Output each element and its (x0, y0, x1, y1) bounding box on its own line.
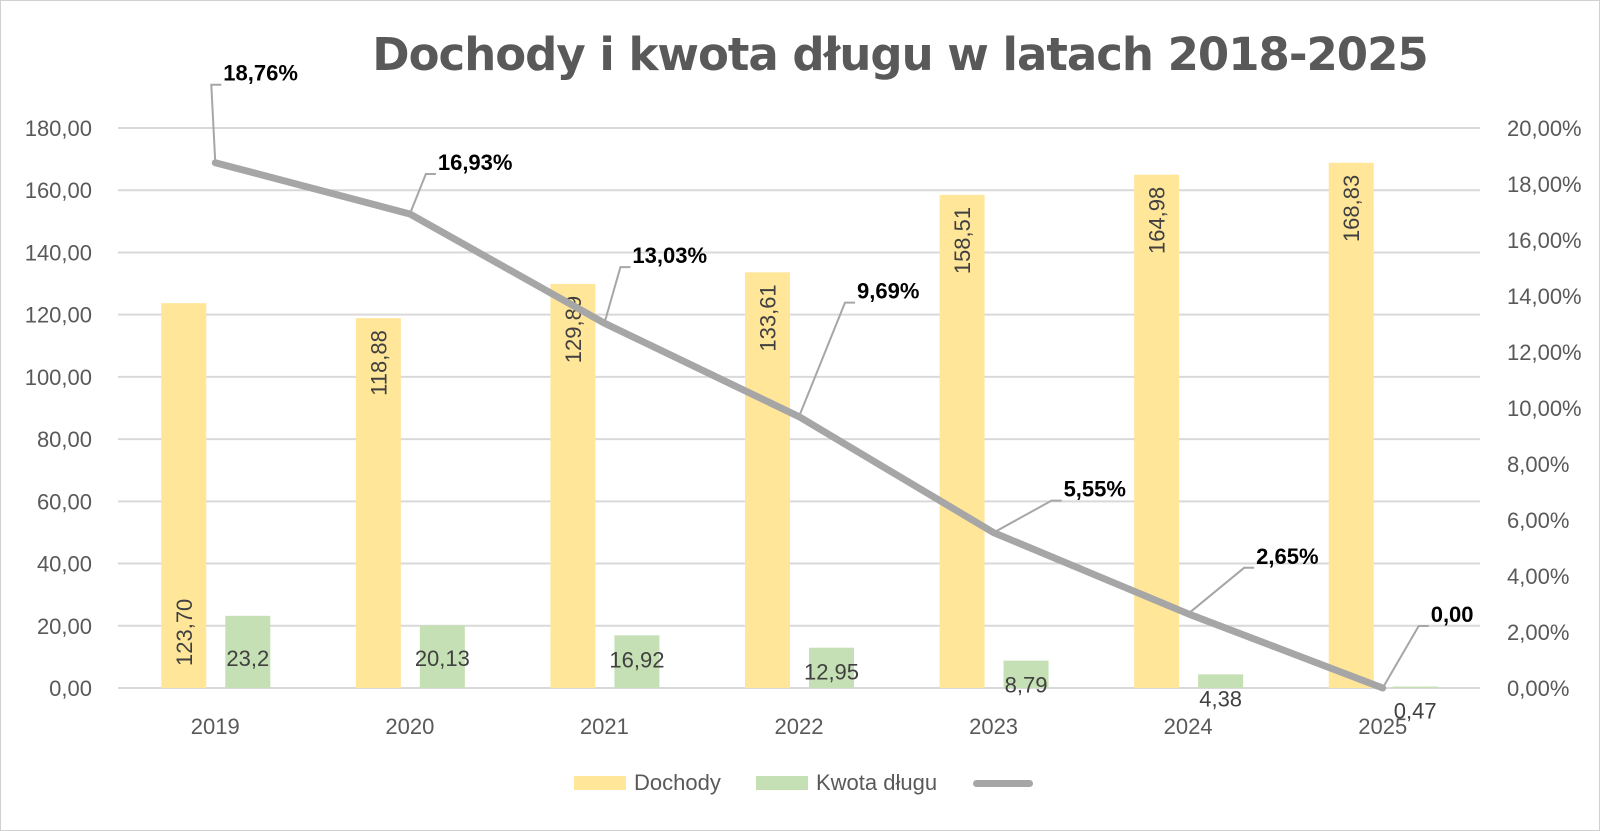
y-right-tick-label: 0,00% (1507, 676, 1569, 701)
bar-kwota-dlugu (614, 635, 660, 688)
y-right-tick-label: 12,00% (1507, 340, 1582, 365)
data-label-line: 0,00 (1431, 602, 1474, 627)
leader-line (798, 301, 855, 418)
data-label-kwota-dlugu: 23,2 (226, 646, 269, 671)
legend-item-line (973, 768, 1033, 798)
legend-item-dochody: Dochody (574, 768, 721, 798)
legend-label-kwota-dlugu: Kwota długu (816, 770, 938, 795)
legend-swatch-kwota-dlugu (756, 776, 808, 790)
data-label-line: 5,55% (1064, 477, 1126, 502)
data-label-kwota-dlugu: 12,95 (804, 660, 859, 685)
x-tick-label: 2020 (385, 714, 434, 739)
data-label-dochody: 118,88 (366, 330, 391, 396)
leader-line (1381, 625, 1429, 689)
legend-swatch-dochody (574, 776, 626, 790)
data-label-dochody: 123,70 (172, 599, 197, 666)
data-label-line: 2,65% (1256, 544, 1318, 569)
data-label-kwota-dlugu: 20,13 (415, 646, 470, 671)
y-left-tick-label: 100,00 (25, 365, 92, 390)
y-right-tick-label: 20,00% (1507, 116, 1582, 141)
leader-line (1187, 566, 1255, 615)
y-right-tick-label: 18,00% (1507, 172, 1582, 197)
x-tick-label: 2019 (191, 714, 240, 739)
leader-line (993, 499, 1062, 534)
y-right-tick-label: 4,00% (1507, 564, 1569, 589)
data-label-line: 9,69% (857, 279, 919, 304)
y-left-tick-label: 160,00 (25, 178, 92, 203)
bar-kwota-dlugu (1003, 660, 1049, 688)
leader-line (408, 172, 436, 215)
y-left-tick-label: 0,00 (49, 676, 92, 701)
x-tick-label: 2021 (580, 714, 629, 739)
legend-item-kwota-dlugu: Kwota długu (756, 768, 937, 798)
x-tick-label: 2024 (1164, 714, 1213, 739)
y-left-tick-label: 60,00 (37, 489, 92, 514)
bar-kwota-dlugu (809, 647, 854, 688)
bar-dochody (939, 194, 985, 688)
data-label-kwota-dlugu: 16,92 (609, 647, 664, 672)
data-label-line: 13,03% (632, 243, 707, 268)
bar-dochody (1328, 162, 1374, 689)
data-label-line: 16,93% (438, 150, 513, 175)
x-tick-label: 2022 (775, 714, 824, 739)
y-right-tick-label: 6,00% (1507, 508, 1569, 533)
y-right-tick-label: 14,00% (1507, 284, 1582, 309)
y-right-tick-label: 16,00% (1507, 228, 1582, 253)
y-left-tick-label: 180,00 (25, 116, 92, 141)
y-left-tick-label: 40,00 (37, 552, 92, 577)
y-left-tick-label: 120,00 (25, 303, 92, 328)
data-label-dochody: 164,98 (1145, 187, 1170, 254)
bar-dochody (745, 272, 790, 688)
data-label-kwota-dlugu: 4,38 (1199, 686, 1242, 711)
x-tick-label: 2025 (1358, 714, 1407, 739)
bar-kwota-dlugu (225, 615, 271, 688)
chart-legend: Dochody Kwota długu (0, 768, 1600, 798)
data-label-line: 18,76% (223, 61, 298, 86)
y-right-tick-label: 8,00% (1507, 452, 1569, 477)
bar-kwota-dlugu (1198, 674, 1244, 688)
data-label-dochody: 168,83 (1339, 175, 1364, 242)
x-tick-label: 2023 (969, 714, 1018, 739)
leader-line (210, 83, 222, 163)
bar-dochody (161, 303, 207, 688)
y-right-tick-label: 2,00% (1507, 620, 1569, 645)
y-left-tick-label: 80,00 (37, 427, 92, 452)
y-right-tick-label: 10,00% (1507, 396, 1582, 421)
chart-title: Dochody i kwota długu w latach 2018-2025 (372, 28, 1428, 81)
bar-dochody (355, 318, 401, 688)
bar-kwota-dlugu (419, 625, 465, 688)
legend-swatch-line (973, 779, 1033, 787)
data-label-kwota-dlugu: 0,47 (1394, 699, 1437, 724)
legend-label-dochody: Dochody (634, 770, 721, 795)
bar-dochody (550, 283, 596, 688)
leader-line (603, 266, 631, 324)
y-left-tick-label: 20,00 (37, 614, 92, 639)
data-label-kwota-dlugu: 8,79 (1005, 673, 1048, 698)
y-left-tick-label: 140,00 (25, 240, 92, 265)
bar-kwota-dlugu (1392, 686, 1438, 688)
data-label-dochody: 158,51 (950, 207, 975, 274)
data-label-dochody: 133,61 (756, 284, 781, 351)
